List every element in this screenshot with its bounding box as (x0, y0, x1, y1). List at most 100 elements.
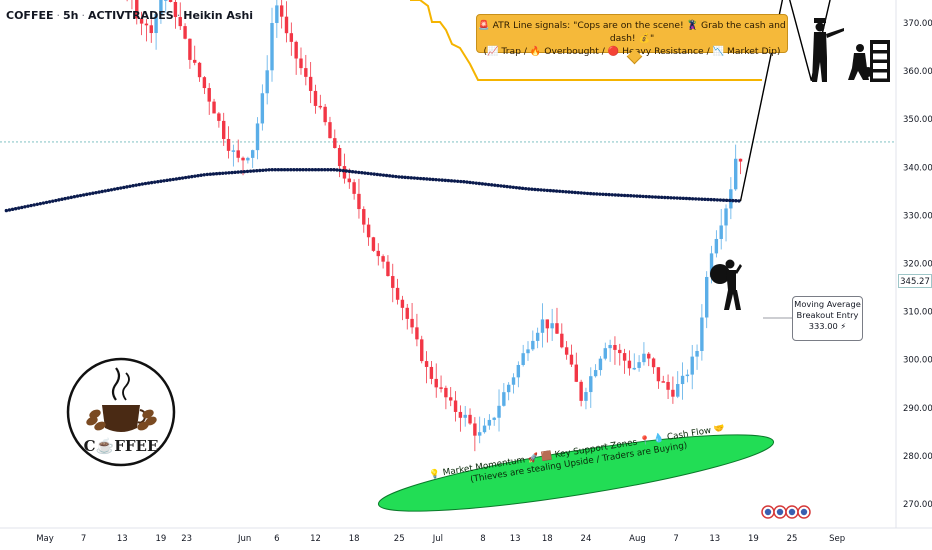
ma-dot (703, 197, 707, 202)
ma-dot (421, 177, 426, 181)
candle-body (275, 5, 279, 24)
ma-dot (604, 192, 608, 197)
robber-head (856, 44, 864, 52)
ma-dot (245, 169, 250, 174)
ma-breakout-callout[interactable]: Moving Average Breakout Entry 333.00 ⚡ (792, 296, 863, 341)
candle-body (202, 77, 207, 89)
candle-body (347, 178, 351, 183)
ma-dot (561, 189, 565, 194)
candle-body (506, 384, 511, 393)
candle-body (535, 332, 540, 341)
ma-dot (66, 196, 70, 200)
ma-dot (248, 169, 253, 173)
ma-dot (261, 168, 265, 172)
candle-body (149, 25, 153, 34)
ma-dot (437, 178, 441, 182)
ma-dot (672, 196, 676, 200)
ma-dot (217, 171, 222, 176)
ma-dot (57, 198, 61, 202)
ma-dot (403, 175, 407, 180)
candle-body (376, 250, 380, 257)
candle-body (439, 387, 443, 389)
ma-dot (418, 176, 423, 181)
ma-dot (298, 168, 302, 172)
ma-dot (115, 186, 120, 191)
ma-callout-line2: Breakout Entry (796, 310, 859, 320)
y-tick-label: 300.00 (903, 356, 932, 366)
candle-body (729, 189, 733, 209)
candle-body (241, 157, 245, 161)
candle-body (405, 307, 409, 319)
candle-body (250, 150, 255, 158)
ma-dot (100, 189, 104, 194)
ma-dot (44, 200, 49, 205)
candle-body (458, 411, 463, 418)
candle-body (579, 381, 583, 401)
ma-dot (545, 188, 550, 193)
ma-dot (88, 192, 92, 196)
ma-dot (125, 185, 129, 189)
price-axis-pane[interactable] (896, 0, 932, 528)
ma-dot (505, 184, 509, 189)
cop-body (813, 32, 827, 58)
candle-body (328, 122, 332, 139)
coffee-cup-handle (137, 409, 147, 424)
candle-body (308, 76, 313, 91)
thief-legs (724, 290, 741, 310)
candle-body (386, 261, 390, 277)
support-zone-ellipse[interactable] (375, 420, 777, 526)
ma-dot (598, 192, 602, 196)
shelf-slot (873, 44, 887, 50)
ma-dot (734, 199, 738, 203)
ma-dot (353, 170, 358, 174)
ma-dot (684, 196, 689, 201)
interval-label[interactable]: 5h (62, 9, 79, 22)
ma-dot (32, 203, 36, 207)
ma-dot (310, 168, 315, 172)
atr-signal-callout[interactable]: 🚨 ATR Line signals: "Cops are on the sce… (476, 14, 788, 65)
x-tick-label: 13 (709, 534, 720, 544)
ma-dot (625, 193, 630, 198)
ma-dot (681, 196, 686, 201)
ma-dot (193, 174, 197, 178)
ma-dot (177, 176, 182, 181)
ma-dot (289, 168, 293, 172)
ma-dot (573, 190, 577, 195)
ma-dot (313, 168, 318, 172)
ma-dot (54, 198, 58, 203)
ma-dot (35, 202, 39, 206)
candle-body (608, 344, 612, 349)
event-flag-dot (764, 508, 772, 516)
candle-body (212, 101, 216, 114)
coffee-logo-text: C☕FFEE (83, 437, 159, 455)
candle-body (540, 319, 545, 333)
ma-dot (372, 172, 376, 176)
ma-dot (159, 179, 163, 183)
candle-body (478, 432, 482, 436)
ma-dot (149, 180, 154, 185)
ma-dot (369, 172, 373, 176)
cop-head (815, 22, 825, 32)
candle-body (555, 323, 559, 334)
candle-body (352, 182, 356, 194)
candle-body (188, 38, 192, 60)
candle-body (502, 392, 506, 406)
ma-dot (731, 198, 735, 203)
ma-dot (483, 182, 488, 186)
ma-dot (471, 181, 475, 185)
ma-dot (360, 171, 364, 175)
ma-dot (316, 168, 321, 172)
candle-body (564, 347, 569, 355)
ma-dot (171, 177, 175, 182)
candle-body (511, 377, 516, 385)
ma-dot (595, 192, 599, 196)
robber-bag (863, 67, 873, 77)
candle-body (173, 1, 178, 18)
candle-body (700, 317, 704, 351)
symbol-label[interactable]: COFFEE (6, 9, 54, 22)
ma-dot (570, 190, 574, 194)
candle-body (584, 392, 588, 401)
candle-body (598, 358, 603, 371)
